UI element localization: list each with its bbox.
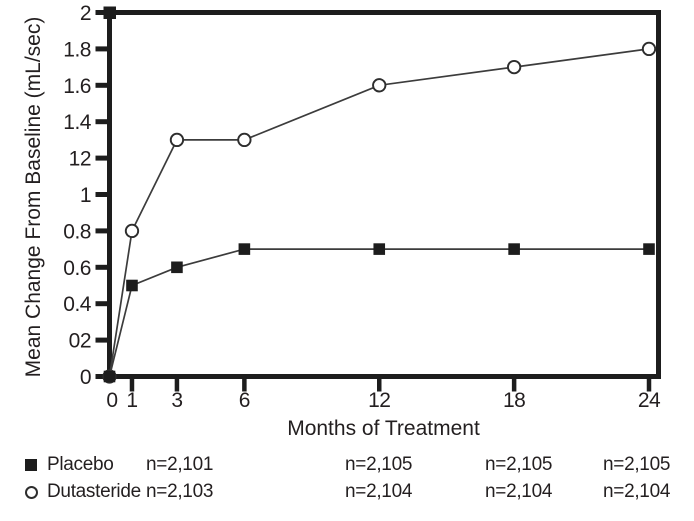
open-circle-marker-icon	[25, 486, 38, 499]
x-axis-title: Months of Treatment	[287, 417, 480, 440]
y-tick-label: 02	[69, 330, 91, 353]
placebo-series-line	[108, 248, 649, 377]
dutasteride-data-point	[124, 223, 140, 239]
x-tick-label: 0	[106, 389, 117, 412]
placebo-data-point	[373, 243, 386, 255]
placebo-data-point	[643, 243, 655, 255]
legend-row-dutasteride: Dutasteride n=2,103 n=2,104 n=2,104 n=2,104	[0, 480, 694, 507]
x-tick-label: 12	[368, 389, 390, 412]
sample-size-label: n=2,104	[345, 481, 413, 502]
sample-size-label: n=2,104	[603, 481, 671, 502]
sample-size-label: n=2,105	[603, 454, 671, 475]
y-tick-label: 1	[80, 184, 91, 207]
dutasteride-data-point	[506, 59, 522, 75]
y-tick-label: 1.4	[63, 111, 92, 134]
x-tick-label: 1	[126, 389, 137, 412]
legend-row-placebo: Placebo n=2,101 n=2,105 n=2,105 n=2,105	[0, 453, 694, 480]
y-tick-label: 1.6	[63, 75, 91, 98]
y-tick-label: 12	[69, 148, 91, 171]
y-tick-label: 0	[80, 366, 91, 389]
y-tick-label: 0.6	[63, 257, 91, 280]
y-tick-label: 1.8	[63, 38, 91, 61]
placebo-data-point	[171, 261, 183, 274]
placebo-data-point	[238, 243, 251, 255]
x-tick-label: 6	[239, 389, 250, 412]
x-tick-label: 3	[171, 389, 182, 412]
dutasteride-series-line	[108, 48, 650, 377]
sample-size-label: n=2,105	[485, 454, 553, 475]
dutasteride-data-point	[169, 132, 185, 148]
filled-square-marker-icon	[25, 459, 37, 471]
chart-legend: Placebo n=2,101 n=2,105 n=2,105 n=2,105 Dutas…	[0, 450, 694, 521]
placebo-data-point	[103, 370, 116, 383]
y-tick-label: 0.8	[63, 220, 91, 243]
sample-size-label: n=2,103	[146, 481, 214, 502]
plot-frame	[107, 10, 661, 379]
y-tick-label: 2	[80, 2, 91, 25]
dutasteride-data-point	[641, 41, 657, 57]
x-tick-label: 18	[503, 389, 525, 412]
frame-corner-marker	[103, 6, 116, 19]
legend-series-label: Placebo	[47, 454, 114, 475]
legend-series-label: Dutasteride	[47, 481, 141, 502]
y-tick-label: 0.4	[63, 293, 92, 316]
dutasteride-data-point	[372, 78, 387, 93]
sample-size-label: n=2,105	[345, 454, 413, 475]
placebo-data-point	[126, 279, 138, 292]
x-tick-label: 24	[638, 389, 661, 412]
sample-size-label: n=2,104	[485, 481, 553, 502]
dutasteride-data-point	[237, 132, 252, 148]
sample-size-label: n=2,101	[146, 454, 214, 475]
placebo-data-point	[508, 243, 520, 255]
